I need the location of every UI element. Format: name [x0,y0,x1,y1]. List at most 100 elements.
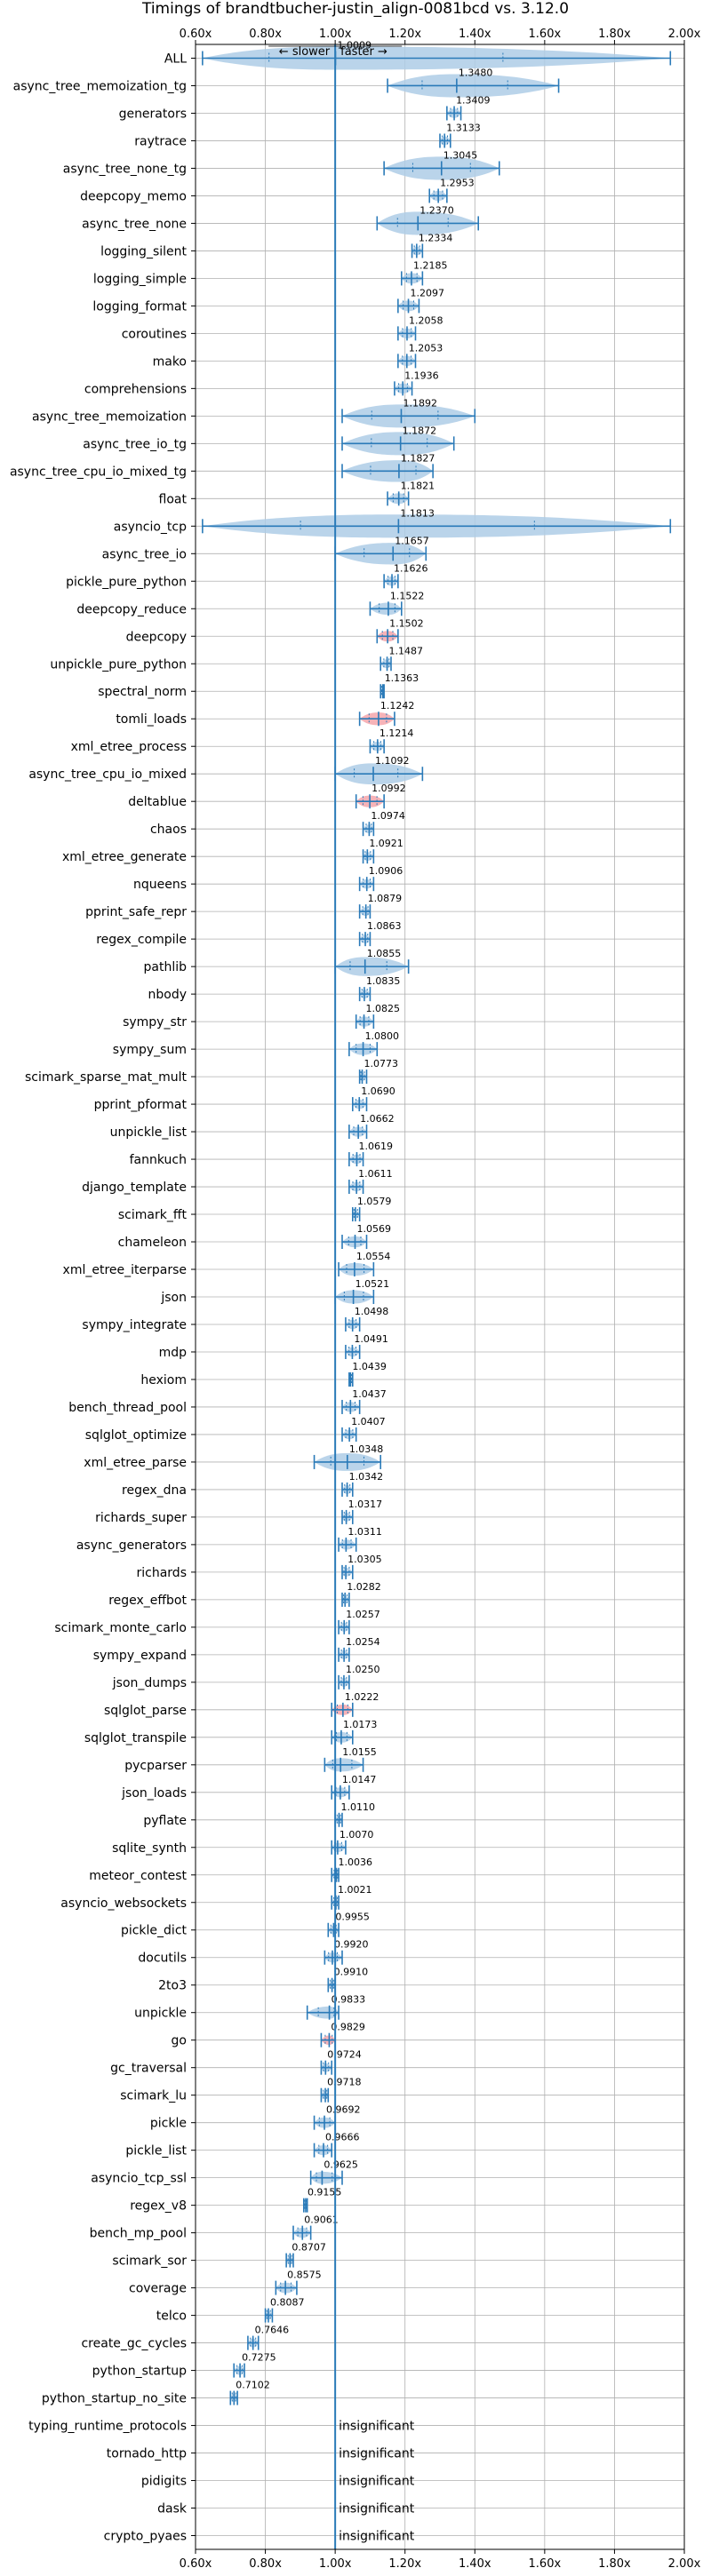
mean-value-label: 1.0407 [351,1416,386,1427]
mean-value-label: 1.0491 [354,1333,388,1345]
x-tick-label-top: 0.80x [249,28,282,41]
benchmark-label: pickle [150,2117,187,2131]
benchmark-label: deepcopy [126,630,187,644]
benchmark-label: nbody [148,988,188,1002]
mean-value-label: 1.1487 [389,645,424,656]
mean-value-label: 1.0070 [340,1829,374,1841]
benchmark-label: pickle_dict [121,1924,188,1938]
mean-value-label: 1.0569 [356,1223,391,1235]
benchmark-label: regex_v8 [130,2199,187,2214]
mean-value-label: 0.8087 [270,2297,305,2309]
benchmark-label: tomli_loads [116,712,187,727]
mean-value-label: 0.9955 [335,1912,370,1923]
benchmark-label: xml_etree_iterparse [63,1263,187,1277]
benchmark-label: hexiom [140,1373,187,1387]
mean-value-label: 1.0311 [348,1526,382,1538]
mean-value-label: 1.0439 [352,1361,387,1372]
mean-value-label: 1.0342 [349,1471,384,1483]
insignificant-label: insignificant [339,2502,415,2516]
mean-value-label: 1.0437 [352,1388,387,1400]
benchmark-label: async_tree_memoization [32,409,187,424]
mean-value-label: 1.1657 [395,535,429,546]
mean-value-label: 0.9833 [332,1994,366,2006]
benchmark-label: logging_silent [100,244,187,258]
mean-value-label: 1.0317 [348,1499,383,1510]
benchmark-label: async_generators [76,1538,187,1553]
insignificant-label: insignificant [339,2530,415,2544]
mean-value-label: 1.0282 [347,1581,381,1593]
benchmark-label: asyncio_tcp [114,520,187,534]
mean-value-label: 1.1242 [380,700,415,712]
benchmark-label: pprint_safe_repr [85,905,187,919]
mean-value-label: 0.7275 [242,2352,276,2364]
benchmark-label: unpickle_list [110,1125,188,1140]
mean-value-label: 1.0690 [361,1085,395,1097]
benchmark-label: sqlglot_optimize [85,1428,187,1443]
benchmark-label: fannkuch [130,1153,187,1167]
mean-value-label: 1.1092 [375,755,410,767]
slower-label: ← slower [279,45,331,59]
benchmark-label: pyflate [143,1814,187,1828]
x-tick-label-top: 1.20x [388,28,421,41]
benchmark-label: chaos [150,823,187,837]
mean-value-label: 0.9724 [327,2049,362,2061]
benchmark-label: async_tree_memoization_tg [13,79,187,93]
mean-value-label: 1.0036 [339,1856,373,1868]
mean-value-label: 1.0611 [358,1168,393,1180]
mean-value-label: 1.1522 [390,590,425,601]
mean-value-label: 1.0305 [348,1554,382,1565]
x-tick-label-bottom: 0.60x [180,2557,212,2571]
benchmark-label: async_tree_cpu_io_mixed_tg [10,465,187,479]
benchmark-label: json_dumps [112,1676,187,1690]
benchmark-label: pprint_pformat [94,1098,188,1112]
mean-value-label: 1.0250 [346,1664,380,1675]
insignificant-label: insignificant [339,2475,415,2489]
x-tick-label-top: 0.60x [180,28,212,41]
mean-value-label: 1.0155 [342,1746,377,1758]
insignificant-label: insignificant [339,2420,415,2434]
benchmark-label: sympy_str [123,1015,187,1030]
benchmark-label: deepcopy_memo [80,189,187,203]
benchmark-label: coroutines [122,327,187,341]
mean-value-label: 1.1892 [403,397,437,409]
mean-value-label: 1.0835 [366,975,401,987]
mean-value-label: 1.2053 [409,342,443,354]
benchmark-label: sqlglot_parse [104,1704,187,1718]
benchmark-label: unpickle_pure_python [50,657,187,672]
benchmark-label: coverage [129,2282,187,2296]
benchmark-label: telco [156,2310,187,2324]
benchmark-label: bench_mp_pool [90,2227,187,2241]
benchmark-label: python_startup [92,2365,187,2379]
mean-value-label: 0.9061 [304,2214,339,2226]
benchmark-label: dask [157,2502,188,2516]
mean-value-label: 0.9155 [308,2187,342,2198]
benchmark-label: nqueens [133,878,187,892]
benchmark-label: raytrace [134,134,187,148]
mean-value-label: 1.0825 [366,1003,401,1014]
benchmark-label: sqlglot_transpile [84,1731,187,1745]
mean-value-label: 1.0173 [343,1719,378,1730]
mean-value-label: 1.2097 [411,287,445,298]
mean-value-label: 0.7102 [236,2380,270,2391]
mean-value-label: 1.2185 [413,259,448,271]
benchmark-label: richards_super [95,1511,187,1525]
mean-value-label: 0.9718 [327,2077,362,2088]
mean-value-label: 0.8575 [287,2270,322,2281]
benchmark-label: sqlite_synth [112,1841,187,1856]
mean-value-label: 0.8707 [292,2242,326,2254]
mean-value-label: 1.1827 [401,452,435,464]
mean-value-label: 1.0879 [368,893,403,904]
benchmark-label: create_gc_cycles [81,2337,187,2351]
benchmark-label: meteor_contest [89,1869,187,1883]
mean-value-label: 1.0498 [355,1306,389,1317]
benchmark-label: logging_format [92,299,187,314]
benchmark-label: asyncio_tcp_ssl [91,2172,187,2186]
mean-value-label: 1.2058 [409,314,443,326]
mean-value-label: 1.2370 [419,204,454,216]
benchmark-label: regex_dna [122,1483,187,1498]
mean-value-label: 0.9666 [325,2132,360,2143]
benchmark-label: spectral_norm [98,685,187,699]
x-tick-label-bottom: 1.20x [388,2557,421,2571]
benchmark-label: pathlib [144,960,188,974]
